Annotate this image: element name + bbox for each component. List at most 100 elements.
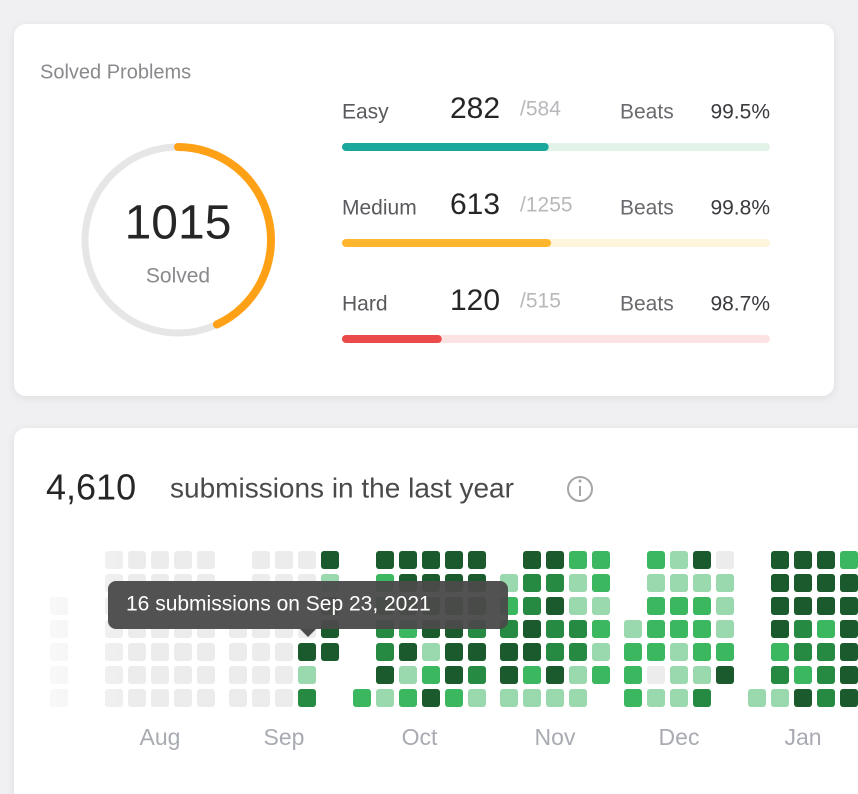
heat-cell — [569, 574, 587, 592]
heat-cell — [298, 551, 316, 569]
heat-cell — [771, 574, 789, 592]
heat-cell — [592, 620, 610, 638]
heat-cell — [523, 574, 541, 592]
heat-cell — [670, 643, 688, 661]
heat-cell — [840, 597, 858, 615]
heat-cell — [298, 666, 316, 684]
beats-value: 99.5% — [710, 101, 770, 124]
heat-cell — [670, 620, 688, 638]
heat-cell — [523, 689, 541, 707]
solved-total: 1015 — [125, 197, 232, 250]
heat-cell — [546, 551, 564, 569]
heat-cell — [693, 574, 711, 592]
heat-cell — [647, 620, 665, 638]
heat-cell — [523, 643, 541, 661]
heat-cell — [817, 574, 835, 592]
tooltip: 16 submissions on Sep 23, 2021 — [108, 581, 508, 637]
heat-cell — [546, 574, 564, 592]
heat-cell — [592, 551, 610, 569]
heat-cell — [229, 643, 247, 661]
heat-cell — [624, 689, 642, 707]
heat-cell — [229, 666, 247, 684]
heat-cell — [422, 551, 440, 569]
heat-cell — [840, 551, 858, 569]
tooltip-text: 16 submissions on Sep 23, 2021 — [126, 593, 431, 616]
heat-cell — [771, 551, 789, 569]
heat-cell — [399, 666, 417, 684]
heat-cell — [592, 574, 610, 592]
month-label: Jan — [784, 724, 821, 750]
heat-cell — [151, 643, 169, 661]
heat-cell — [693, 620, 711, 638]
beats-label: Beats — [620, 197, 674, 220]
difficulty-solved: 120 — [450, 284, 500, 317]
heat-cell — [546, 597, 564, 615]
heat-cell — [794, 666, 812, 684]
submission-caption: submissions in the last year — [170, 472, 514, 503]
solved-card — [14, 24, 834, 396]
submission-count: 4,610 — [46, 467, 136, 508]
heat-cell — [771, 620, 789, 638]
heat-cell — [817, 551, 835, 569]
heat-cell — [445, 666, 463, 684]
heat-cell — [794, 620, 812, 638]
heat-cell — [151, 689, 169, 707]
difficulty-name: Easy — [342, 101, 389, 124]
heat-cell — [376, 643, 394, 661]
heat-cell — [569, 643, 587, 661]
heat-cell — [252, 666, 270, 684]
heat-cell — [275, 666, 293, 684]
heat-cell — [794, 689, 812, 707]
heat-cell — [716, 574, 734, 592]
heat-cell — [840, 689, 858, 707]
heat-cell — [647, 597, 665, 615]
heat-cell — [670, 574, 688, 592]
heat-cell — [376, 666, 394, 684]
heat-cell — [468, 666, 486, 684]
heat-cell — [771, 689, 789, 707]
heat-cell — [275, 643, 293, 661]
heat-cell — [693, 643, 711, 661]
heat-cell — [693, 689, 711, 707]
heat-cell — [500, 666, 518, 684]
heat-cell — [523, 551, 541, 569]
heat-cell — [840, 643, 858, 661]
heat-cell — [151, 551, 169, 569]
heat-cell — [229, 689, 247, 707]
heat-cell — [197, 551, 215, 569]
heat-cell — [197, 666, 215, 684]
heat-cell — [197, 643, 215, 661]
difficulty-total: /515 — [520, 290, 561, 313]
heat-cell — [500, 643, 518, 661]
month-label: Sep — [264, 724, 305, 750]
beats-value: 98.7% — [710, 293, 770, 316]
heat-cell — [298, 689, 316, 707]
heat-cell — [376, 689, 394, 707]
difficulty-name: Medium — [342, 197, 417, 220]
heat-cell — [647, 574, 665, 592]
heat-cell — [174, 666, 192, 684]
heat-cell — [794, 643, 812, 661]
month-label: Oct — [402, 724, 438, 750]
progress-track — [342, 335, 770, 343]
heat-cell — [840, 620, 858, 638]
heat-cell — [716, 551, 734, 569]
heat-cell — [468, 689, 486, 707]
heat-cell — [670, 666, 688, 684]
heat-cell — [840, 574, 858, 592]
heat-cell — [174, 551, 192, 569]
heat-cell — [670, 551, 688, 569]
difficulty-total: /584 — [520, 98, 561, 121]
heat-cell — [569, 551, 587, 569]
heat-cell — [399, 551, 417, 569]
heat-cell — [252, 551, 270, 569]
heat-cell — [817, 620, 835, 638]
heat-cell — [840, 666, 858, 684]
heat-cell — [376, 551, 394, 569]
info-icon[interactable] — [567, 476, 593, 502]
heat-cell — [546, 666, 564, 684]
heat-cell — [817, 643, 835, 661]
heat-cell — [647, 551, 665, 569]
heat-cell — [693, 666, 711, 684]
